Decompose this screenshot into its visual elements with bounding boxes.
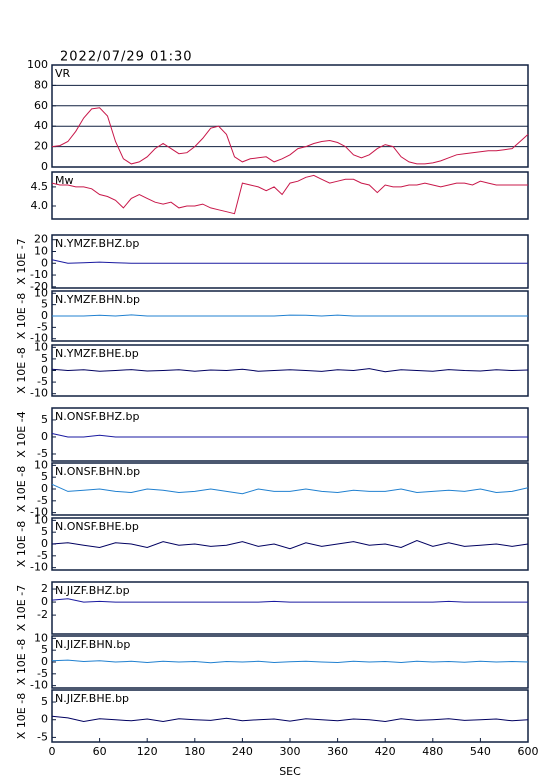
x-tick-label: 600 — [518, 745, 539, 758]
panel-title: N.ONSF.BHZ.bp — [55, 410, 139, 423]
y-tick-label: 5 — [41, 298, 48, 311]
y-tick-label: -2 — [37, 608, 48, 621]
y-tick-label: 5 — [41, 695, 48, 708]
y-tick-label: -10 — [30, 506, 48, 519]
y-tick-label: 10 — [34, 513, 48, 526]
series-line — [51, 107, 529, 165]
y-tick-label: 5 — [41, 352, 48, 365]
y-tick-label: 0 — [41, 430, 48, 443]
y-tick-label: 4.0 — [31, 199, 49, 212]
y-tick-label: 100 — [27, 58, 48, 71]
panel-frame — [51, 234, 529, 289]
x-tick-label: 240 — [232, 745, 253, 758]
panel-frame — [51, 171, 529, 220]
y-axis-unit: X 10E -8 — [15, 293, 28, 339]
x-tick-label: 360 — [327, 745, 348, 758]
x-tick-label: 60 — [93, 745, 107, 758]
y-tick-label: 20 — [34, 233, 48, 246]
y-tick-label: -5 — [37, 447, 48, 460]
x-tick-label: 420 — [375, 745, 396, 758]
y-tick-label: -10 — [30, 561, 48, 574]
y-tick-label: -10 — [30, 332, 48, 345]
panel-title: N.YMZF.BHZ.bp — [55, 237, 139, 250]
y-tick-label: -5 — [37, 549, 48, 562]
y-axis-unit: X 10E -4 — [15, 411, 28, 457]
series-line — [51, 659, 529, 664]
x-tick-label: 120 — [137, 745, 158, 758]
y-tick-label: 60 — [34, 99, 48, 112]
y-tick-label: 0 — [41, 364, 48, 377]
panel-title: N.ONSF.BHN.bp — [55, 465, 140, 478]
y-tick-label: 5 — [41, 413, 48, 426]
y-axis-unit: X 10E -8 — [15, 466, 28, 512]
y-tick-label: 0 — [41, 160, 48, 173]
x-tick-label: 480 — [422, 745, 443, 758]
y-tick-label: 10 — [34, 340, 48, 353]
y-tick-label: -10 — [30, 679, 48, 692]
y-tick-label: 40 — [34, 119, 48, 132]
y-tick-label: 2 — [41, 582, 48, 595]
x-tick-label: 300 — [280, 745, 301, 758]
panel-frame — [51, 407, 529, 462]
series-line — [52, 314, 528, 317]
series-line — [51, 368, 529, 373]
panel-frame — [51, 64, 529, 168]
figure-title: 2022/07/29 01:30 — [60, 50, 193, 65]
y-tick-label: 10 — [34, 286, 48, 299]
x-axis-label: SEC — [279, 765, 301, 778]
y-axis-unit: X 10E -8 — [15, 521, 28, 567]
y-tick-label: 0 — [41, 595, 48, 608]
y-tick-label: 0 — [41, 713, 48, 726]
y-tick-label: 10 — [34, 244, 48, 257]
series-line — [51, 483, 529, 495]
panel-title: N.JIZF.BHE.bp — [55, 692, 129, 705]
series-line — [51, 715, 529, 723]
panel-title: Mw — [55, 174, 74, 187]
y-axis-unit: X 10E -8 — [15, 347, 28, 393]
panel-title: N.YMZF.BHE.bp — [55, 347, 139, 360]
series-line — [51, 174, 528, 215]
y-tick-label: 0 — [41, 309, 48, 322]
y-axis-unit: X 10E -7 — [15, 585, 28, 631]
panel-title: N.ONSF.BHE.bp — [55, 520, 139, 533]
y-tick-label: 4.5 — [31, 180, 49, 193]
y-tick-label: 0 — [41, 256, 48, 269]
y-tick-label: -20 — [30, 280, 48, 293]
y-tick-label: 10 — [34, 631, 48, 644]
y-tick-label: -5 — [37, 375, 48, 388]
y-tick-label: 0 — [41, 482, 48, 495]
y-tick-label: -5 — [37, 730, 48, 743]
panel-title: N.JIZF.BHN.bp — [55, 638, 130, 651]
y-tick-label: -5 — [37, 494, 48, 507]
y-tick-label: -5 — [37, 320, 48, 333]
x-tick-label: 0 — [49, 745, 56, 758]
panel-title: N.JIZF.BHZ.bp — [55, 584, 130, 597]
y-tick-label: 0 — [41, 537, 48, 550]
x-tick-label: 540 — [470, 745, 491, 758]
y-tick-label: -5 — [37, 667, 48, 680]
y-tick-label: 10 — [34, 458, 48, 471]
series-line — [51, 259, 528, 264]
y-axis-unit: X 10E -8 — [15, 693, 28, 739]
y-tick-label: -10 — [30, 387, 48, 400]
y-tick-label: 20 — [34, 140, 48, 153]
y-tick-label: 5 — [41, 470, 48, 483]
panel-title: N.YMZF.BHN.bp — [55, 293, 140, 306]
y-tick-label: -10 — [30, 268, 48, 281]
y-tick-label: 5 — [41, 643, 48, 656]
series-line — [51, 539, 529, 550]
series-line — [51, 598, 528, 603]
y-axis-unit: X 10E -7 — [15, 238, 28, 284]
panel-title: VR — [55, 67, 71, 80]
y-tick-label: 0 — [41, 655, 48, 668]
y-tick-label: 5 — [41, 525, 48, 538]
x-tick-label: 180 — [184, 745, 205, 758]
y-axis-unit: X 10E -8 — [15, 639, 28, 685]
y-tick-label: 80 — [34, 78, 48, 91]
panel-frame — [51, 581, 529, 635]
series-line — [51, 433, 528, 438]
